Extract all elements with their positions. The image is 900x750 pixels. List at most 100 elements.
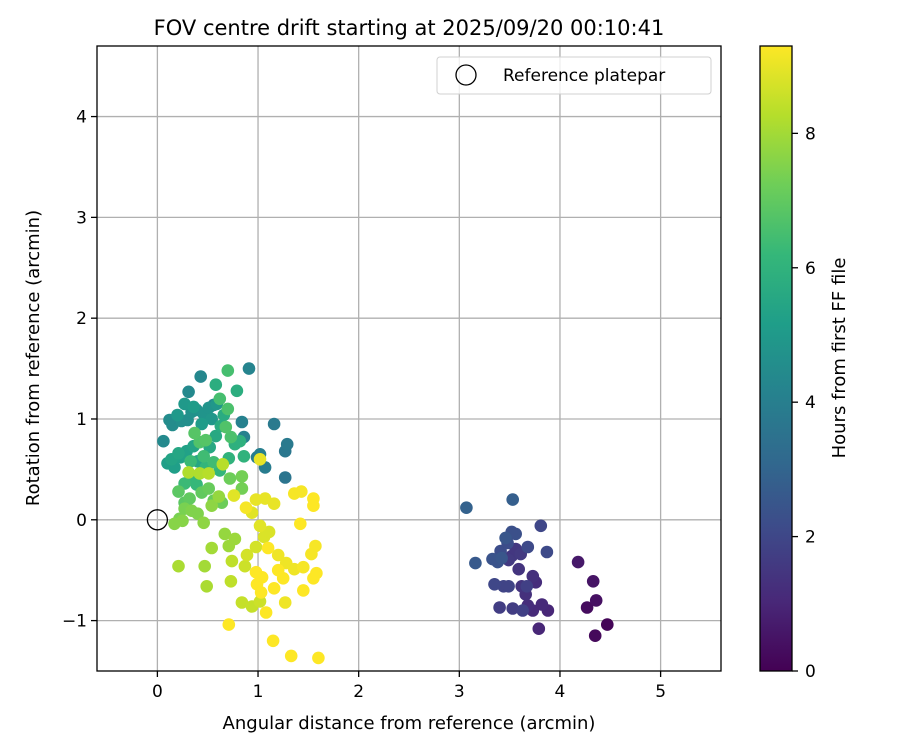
data-point xyxy=(176,514,189,528)
data-point xyxy=(235,596,249,609)
data-point xyxy=(219,420,233,434)
data-point xyxy=(310,566,323,580)
x-tick-label: 5 xyxy=(655,682,666,702)
data-point xyxy=(520,580,534,593)
data-point xyxy=(540,545,554,559)
data-point xyxy=(209,429,223,443)
data-point xyxy=(195,417,208,431)
data-point xyxy=(172,447,185,460)
data-point xyxy=(197,450,210,463)
data-point xyxy=(222,618,236,631)
data-point xyxy=(267,582,281,595)
data-point xyxy=(205,412,218,426)
y-tick-label: −1 xyxy=(62,612,87,632)
data-point xyxy=(240,548,254,562)
data-point xyxy=(469,556,482,570)
data-point xyxy=(212,490,226,503)
data-point xyxy=(223,472,237,485)
colorbar: 0 2 4 6 8 Hours from first FF file xyxy=(759,45,850,682)
data-point xyxy=(228,532,242,546)
data-point xyxy=(184,455,197,468)
data-point xyxy=(589,594,603,607)
data-point xyxy=(249,540,263,554)
colorbar-gradient xyxy=(759,45,793,672)
data-point xyxy=(227,489,241,502)
y-axis-label: Rotation from reference (arcmin) xyxy=(23,210,44,506)
reference-marker xyxy=(146,509,169,531)
data-point xyxy=(182,466,195,479)
data-point xyxy=(224,575,238,588)
data-point xyxy=(239,501,253,514)
colorbar-tick-label: 4 xyxy=(805,393,816,413)
data-point xyxy=(200,580,213,593)
data-point xyxy=(235,415,249,429)
data-point xyxy=(235,470,249,483)
data-point xyxy=(535,598,549,611)
data-point xyxy=(242,362,256,375)
data-point xyxy=(297,560,310,574)
data-point xyxy=(253,519,267,533)
colorbar-tick-label: 2 xyxy=(805,528,816,548)
x-axis-ticks: 0 1 2 3 4 5 xyxy=(152,671,666,702)
legend: Reference platepar xyxy=(436,56,712,95)
chart-title: FOV centre drift starting at 2025/09/20 … xyxy=(154,16,665,40)
data-point xyxy=(499,531,512,545)
data-point xyxy=(280,437,294,451)
data-point xyxy=(266,634,280,648)
data-point xyxy=(586,575,600,588)
data-point xyxy=(225,554,239,568)
data-point xyxy=(254,586,268,599)
data-point xyxy=(183,492,196,505)
data-point xyxy=(571,555,585,569)
data-point xyxy=(171,408,184,422)
y-tick-label: 2 xyxy=(76,309,87,329)
data-point xyxy=(502,580,515,593)
axes-frame xyxy=(96,45,722,672)
data-point xyxy=(580,601,594,614)
data-point xyxy=(187,400,200,414)
data-point xyxy=(194,370,207,383)
data-point xyxy=(238,559,252,573)
data-point xyxy=(309,539,322,553)
data-point xyxy=(213,392,227,406)
data-point xyxy=(488,578,501,591)
data-point xyxy=(267,417,281,431)
grid xyxy=(97,46,721,671)
x-tick-label: 4 xyxy=(555,682,566,702)
colorbar-tick-label: 8 xyxy=(805,124,816,144)
data-point xyxy=(221,402,235,416)
data-points xyxy=(157,362,614,665)
data-point xyxy=(199,433,212,447)
data-point xyxy=(172,485,185,498)
data-point xyxy=(278,596,292,609)
data-point xyxy=(288,487,301,500)
data-point xyxy=(312,651,325,665)
data-point xyxy=(188,426,201,440)
data-point xyxy=(271,548,285,562)
data-point xyxy=(221,364,235,377)
y-axis-ticks: −1 0 1 2 3 4 xyxy=(62,108,97,632)
data-point xyxy=(198,559,211,573)
y-tick-label: 0 xyxy=(76,511,87,531)
data-point xyxy=(278,471,292,484)
data-point xyxy=(202,467,215,480)
data-point xyxy=(209,378,223,392)
data-point xyxy=(460,501,473,514)
data-point xyxy=(588,629,602,642)
y-tick-label: 1 xyxy=(76,410,87,430)
data-point xyxy=(249,493,263,506)
data-point xyxy=(172,559,185,573)
data-point xyxy=(205,499,218,512)
legend-box xyxy=(436,56,712,95)
data-point xyxy=(495,551,508,565)
data-point xyxy=(284,649,298,663)
data-point xyxy=(202,482,215,495)
data-point xyxy=(526,569,540,583)
data-point xyxy=(205,541,218,555)
colorbar-tick-label: 0 xyxy=(805,662,816,682)
x-tick-label: 2 xyxy=(353,682,364,702)
data-point xyxy=(307,499,320,512)
data-point xyxy=(253,453,267,466)
